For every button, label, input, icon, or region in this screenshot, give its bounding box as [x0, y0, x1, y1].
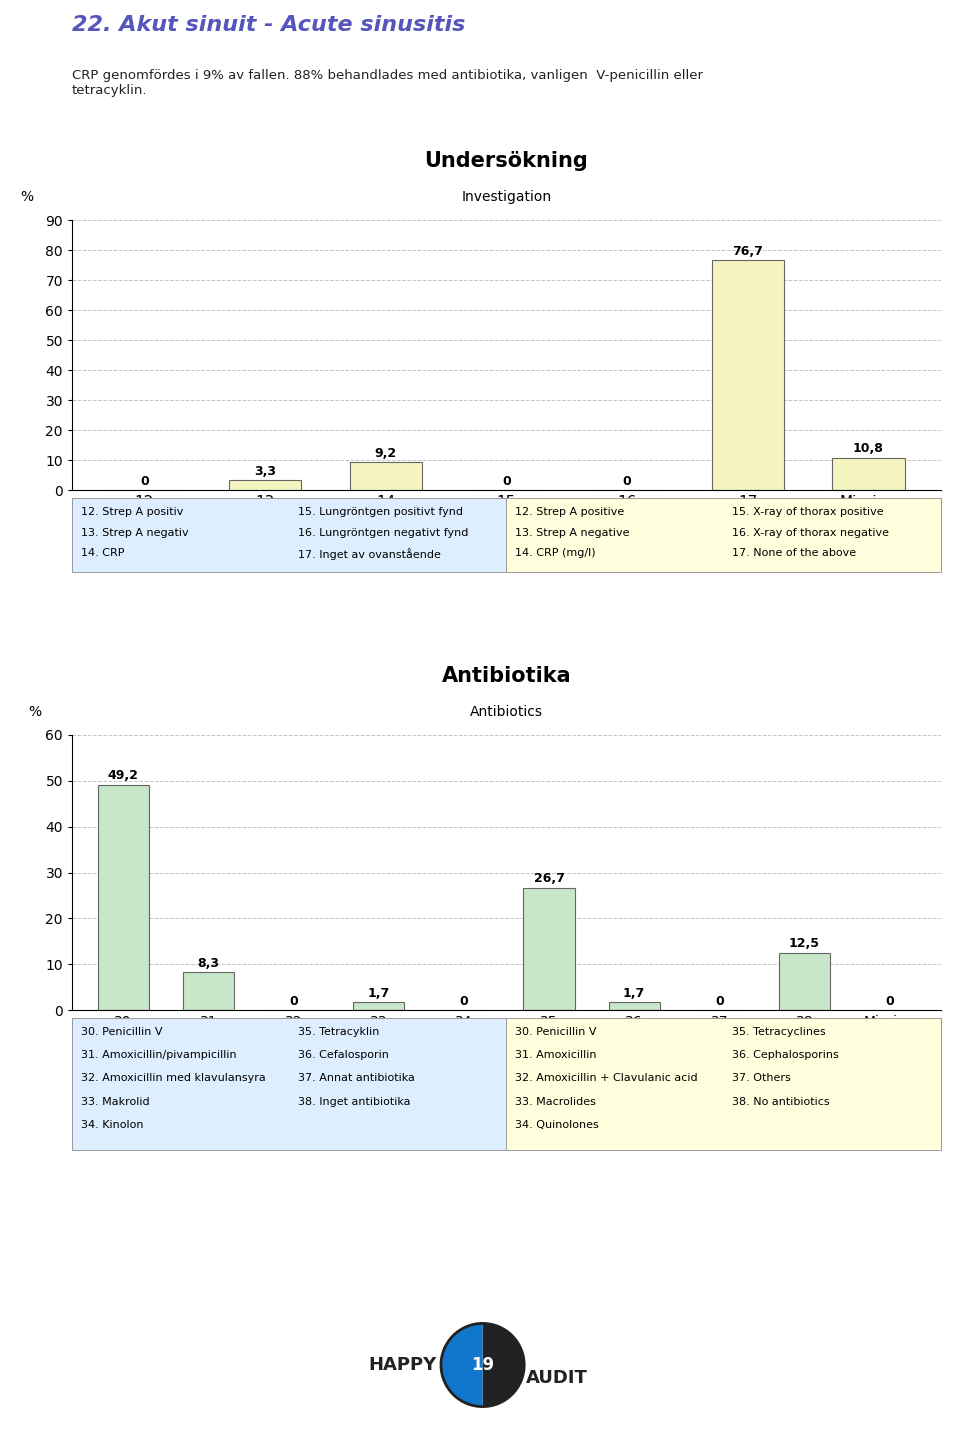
Text: 10,8: 10,8	[853, 442, 884, 455]
Text: 22. Akut sinuit - Acute sinusitis: 22. Akut sinuit - Acute sinusitis	[72, 16, 466, 36]
Text: 12. Strep A positive: 12. Strep A positive	[516, 506, 624, 517]
Wedge shape	[441, 1323, 483, 1407]
Bar	[523, 887, 574, 1010]
Text: 36. Cephalosporins: 36. Cephalosporins	[732, 1051, 839, 1061]
Text: Undersökning: Undersökning	[424, 152, 588, 172]
Text: 0: 0	[885, 994, 894, 1007]
Bar	[353, 1003, 404, 1010]
Text: 30. Penicillin V: 30. Penicillin V	[81, 1027, 162, 1038]
Bar	[98, 785, 149, 1010]
Text: 15. Lungröntgen positivt fynd: 15. Lungröntgen positivt fynd	[298, 506, 463, 517]
Text: 1,7: 1,7	[368, 987, 390, 1000]
Text: %: %	[20, 190, 33, 203]
Bar	[349, 462, 422, 491]
Text: CRP genomfördes i 9% av fallen. 88% behandlades med antibiotika, vanligen  V-pen: CRP genomfördes i 9% av fallen. 88% beha…	[72, 69, 703, 97]
Text: 35. Tetracyklin: 35. Tetracyklin	[298, 1027, 379, 1038]
Text: 3,3: 3,3	[254, 465, 276, 478]
Text: 49,2: 49,2	[108, 769, 138, 782]
Text: 32. Amoxicillin + Clavulanic acid: 32. Amoxicillin + Clavulanic acid	[516, 1074, 698, 1084]
Text: 36. Cefalosporin: 36. Cefalosporin	[298, 1051, 389, 1061]
Text: 30. Penicillin V: 30. Penicillin V	[516, 1027, 596, 1038]
Text: 1,7: 1,7	[623, 987, 645, 1000]
Text: 0: 0	[289, 994, 298, 1007]
FancyBboxPatch shape	[72, 1017, 507, 1150]
FancyBboxPatch shape	[507, 498, 941, 571]
Text: 38. Inget antibiotika: 38. Inget antibiotika	[298, 1097, 410, 1107]
Text: 34. Quinolones: 34. Quinolones	[516, 1120, 599, 1130]
Text: 12. Strep A positiv: 12. Strep A positiv	[81, 506, 183, 517]
Text: 17. Inget av ovanstående: 17. Inget av ovanstående	[298, 548, 441, 560]
Text: 34. Kinolon: 34. Kinolon	[81, 1120, 143, 1130]
Text: 76,7: 76,7	[732, 244, 763, 257]
Text: 33. Macrolides: 33. Macrolides	[516, 1097, 596, 1107]
Bar	[228, 481, 301, 491]
Text: 13. Strep A negative: 13. Strep A negative	[516, 528, 630, 538]
Text: 0: 0	[460, 994, 468, 1007]
Text: 8,3: 8,3	[198, 957, 219, 970]
Text: AUDIT: AUDIT	[525, 1369, 588, 1387]
Text: 15. X-ray of thorax positive: 15. X-ray of thorax positive	[732, 506, 884, 517]
Text: 37. Others: 37. Others	[732, 1074, 791, 1084]
Text: 38. No antibiotics: 38. No antibiotics	[732, 1097, 829, 1107]
Text: 14. CRP (mg/l): 14. CRP (mg/l)	[516, 548, 596, 558]
Bar	[832, 457, 904, 491]
Text: 0: 0	[623, 475, 632, 488]
Bar	[711, 260, 784, 491]
Text: 0: 0	[140, 475, 149, 488]
Wedge shape	[483, 1323, 524, 1407]
Text: 9,2: 9,2	[374, 447, 396, 460]
Text: 0: 0	[715, 994, 724, 1007]
Text: 14. CRP: 14. CRP	[81, 548, 124, 558]
Text: 0: 0	[502, 475, 511, 488]
FancyBboxPatch shape	[507, 1017, 941, 1150]
Bar	[182, 973, 234, 1010]
Text: 19: 19	[471, 1356, 494, 1374]
Text: 31. Amoxicillin: 31. Amoxicillin	[516, 1051, 596, 1061]
Text: 16. X-ray of thorax negative: 16. X-ray of thorax negative	[732, 528, 889, 538]
Text: 17. None of the above: 17. None of the above	[732, 548, 856, 558]
Text: Antibiotika: Antibiotika	[442, 665, 571, 685]
Text: Antibiotics: Antibiotics	[469, 704, 543, 719]
Text: HAPPY: HAPPY	[369, 1356, 437, 1374]
Text: 16. Lungröntgen negativt fynd: 16. Lungröntgen negativt fynd	[298, 528, 468, 538]
Text: 12,5: 12,5	[789, 938, 820, 951]
Text: 33. Makrolid: 33. Makrolid	[81, 1097, 150, 1107]
Text: 26,7: 26,7	[534, 873, 564, 886]
Text: 32. Amoxicillin med klavulansyra: 32. Amoxicillin med klavulansyra	[81, 1074, 265, 1084]
Text: 13. Strep A negativ: 13. Strep A negativ	[81, 528, 188, 538]
Bar	[779, 952, 830, 1010]
Text: 31. Amoxicillin/pivampicillin: 31. Amoxicillin/pivampicillin	[81, 1051, 236, 1061]
Text: Investigation: Investigation	[462, 190, 551, 203]
Bar	[609, 1003, 660, 1010]
FancyBboxPatch shape	[72, 498, 507, 571]
Text: 35. Tetracyclines: 35. Tetracyclines	[732, 1027, 826, 1038]
Text: %: %	[29, 704, 41, 719]
Text: 37. Annat antibiotika: 37. Annat antibiotika	[298, 1074, 415, 1084]
